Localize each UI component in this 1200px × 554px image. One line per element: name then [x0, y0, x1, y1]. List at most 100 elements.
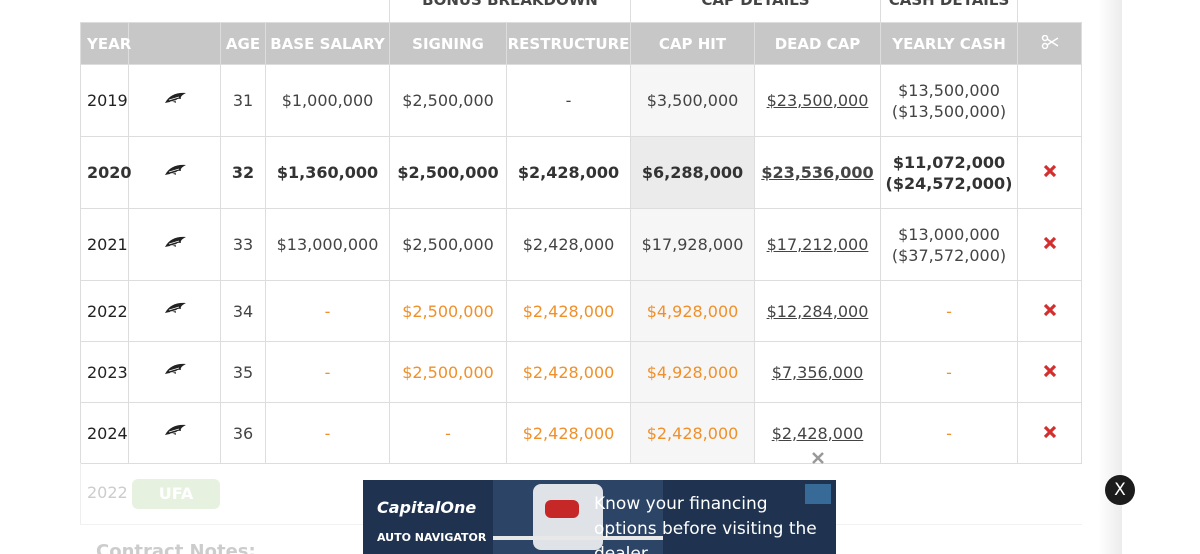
yearly-cash: $11,072,000 ($24,572,000) — [880, 136, 1018, 209]
yearly-cash-line: $13,500,000 — [898, 80, 1000, 100]
restructure: $2,428,000 — [506, 208, 631, 281]
column-header: CAP HIT — [630, 22, 755, 65]
future-year: 2022 — [87, 483, 128, 502]
age: 33 — [220, 208, 266, 281]
dead-cap: $23,500,000 — [754, 64, 881, 137]
blank — [80, 0, 390, 23]
contract-row: 2024 36- - $2,428,000 $2,428,000 $2,428,000- — [80, 402, 1082, 464]
base-salary: $1,360,000 — [265, 136, 390, 209]
base-salary: - — [265, 341, 390, 403]
contract-table: BONUS BREAKDOWN CAP DETAILS CASH DETAILS… — [80, 0, 1082, 464]
notes-heading: Contract Notes: — [96, 541, 256, 554]
dead-cap-link[interactable]: $23,500,000 — [766, 91, 869, 110]
yearly-cash-line: ($37,572,000) — [891, 245, 1007, 265]
team-logo — [128, 208, 221, 281]
remove-icon[interactable] — [1017, 136, 1082, 209]
remove-icon[interactable] — [1017, 280, 1082, 342]
yearly-cash: $13,500,000 ($13,500,000) — [880, 64, 1018, 137]
year: 2021 — [80, 208, 129, 281]
dead-cap-link[interactable]: $2,428,000 — [771, 423, 864, 443]
close-button[interactable]: X — [1105, 475, 1135, 505]
age: 35 — [220, 341, 266, 403]
blank — [1017, 0, 1082, 23]
cap-hit: $4,928,000 — [630, 280, 755, 342]
cap-hit: $6,288,000 — [630, 136, 755, 209]
yearly-cash-line: ($24,572,000) — [885, 173, 1013, 193]
team-logo — [128, 402, 221, 464]
column-header: BASE SALARY — [265, 22, 390, 65]
column-header: DEAD CAP — [754, 22, 881, 65]
yearly-cash-line: - — [946, 301, 952, 321]
age: 36 — [220, 402, 266, 464]
dead-cap: $17,212,000 — [754, 208, 881, 281]
cap-hit: $4,928,000 — [630, 341, 755, 403]
year: 2022 — [80, 280, 129, 342]
side-shadow — [1098, 0, 1122, 554]
yearly-cash: - — [880, 341, 1018, 403]
base-salary: - — [265, 280, 390, 342]
dead-cap: $12,284,000 — [754, 280, 881, 342]
team-logo — [128, 280, 221, 342]
group-header-text: CAP DETAILS — [701, 0, 810, 9]
restructure: $2,428,000 — [506, 341, 631, 403]
column-header: YEARLY CASH — [880, 22, 1018, 65]
ad-close[interactable] — [810, 450, 826, 466]
signing: $2,500,000 — [389, 136, 507, 209]
age: 32 — [220, 136, 266, 209]
column-header: YEAR — [80, 22, 131, 65]
group-header: BONUS BREAKDOWN — [389, 0, 631, 23]
ufa-badge: UFA — [132, 479, 220, 509]
column-header: RESTRUCTURE — [506, 22, 631, 65]
cap-hit: $3,500,000 — [630, 64, 755, 137]
base-salary: $13,000,000 — [265, 208, 390, 281]
contract-row: 2020 32 $1,360,000 $2,500,000 $2,428,000 $6,2… — [80, 136, 1082, 209]
remove-icon — [1017, 64, 1082, 137]
ad-brand: CapitalOne — [377, 498, 477, 517]
group-header-text: CASH DETAILS — [888, 0, 1010, 9]
contract-row: 2019 31 $1,000,000 $2,500,000- $3,500,000 $23… — [80, 64, 1082, 137]
contract-row: 2021 33 $13,000,000 $2,500,000 $2,428,000 $17… — [80, 208, 1082, 281]
yearly-cash: $13,000,000 ($37,572,000) — [880, 208, 1018, 281]
restructure: $2,428,000 — [506, 136, 631, 209]
year: 2023 — [80, 341, 129, 403]
age: 34 — [220, 280, 266, 342]
yearly-cash-line: - — [946, 362, 952, 382]
signing: - — [389, 402, 507, 464]
yearly-cash: - — [880, 280, 1018, 342]
yearly-cash-line: ($13,500,000) — [891, 101, 1007, 121]
restructure: $2,428,000 — [506, 280, 631, 342]
team-logo — [128, 64, 221, 137]
signing: $2,500,000 — [389, 64, 507, 137]
column-header: AGE — [220, 22, 266, 65]
remove-icon[interactable] — [1017, 341, 1082, 403]
yearly-cash-line: - — [946, 423, 952, 443]
signing: $2,500,000 — [389, 280, 507, 342]
remove-icon[interactable] — [1017, 402, 1082, 464]
table-body: 2019 31 $1,000,000 $2,500,000- $3,500,000 $23… — [80, 64, 1082, 464]
yearly-cash: - — [880, 402, 1018, 464]
dead-cap-link[interactable]: $17,212,000 — [766, 235, 869, 254]
dead-cap: $7,356,000 — [754, 341, 881, 403]
advertisement[interactable]: CapitalOne AUTO NAVIGATOR Know your fina… — [363, 480, 836, 554]
cap-hit: $17,928,000 — [630, 208, 755, 281]
dead-cap-link[interactable]: $12,284,000 — [766, 301, 869, 321]
group-header-text: BONUS BREAKDOWN — [422, 0, 598, 9]
year: 2019 — [80, 64, 129, 137]
dead-cap-link[interactable]: $7,356,000 — [771, 362, 864, 382]
restructure: $2,428,000 — [506, 402, 631, 464]
base-salary: - — [265, 402, 390, 464]
year: 2024 — [80, 402, 129, 464]
dead-cap: $2,428,000 — [754, 402, 881, 464]
group-header: CAP DETAILS — [630, 0, 881, 23]
team-logo — [128, 136, 221, 209]
ad-text: Know your financing options before visit… — [594, 494, 817, 554]
cap-hit: $2,428,000 — [630, 402, 755, 464]
column-header — [128, 22, 221, 65]
remove-icon[interactable] — [1017, 208, 1082, 281]
ad-sub: AUTO NAVIGATOR — [377, 531, 487, 544]
ad-choices[interactable] — [805, 484, 831, 504]
dead-cap-link[interactable]: $23,536,000 — [761, 163, 874, 182]
base-salary: $1,000,000 — [265, 64, 390, 137]
restructure: - — [506, 64, 631, 137]
yearly-cash-line: $13,000,000 — [898, 224, 1000, 244]
